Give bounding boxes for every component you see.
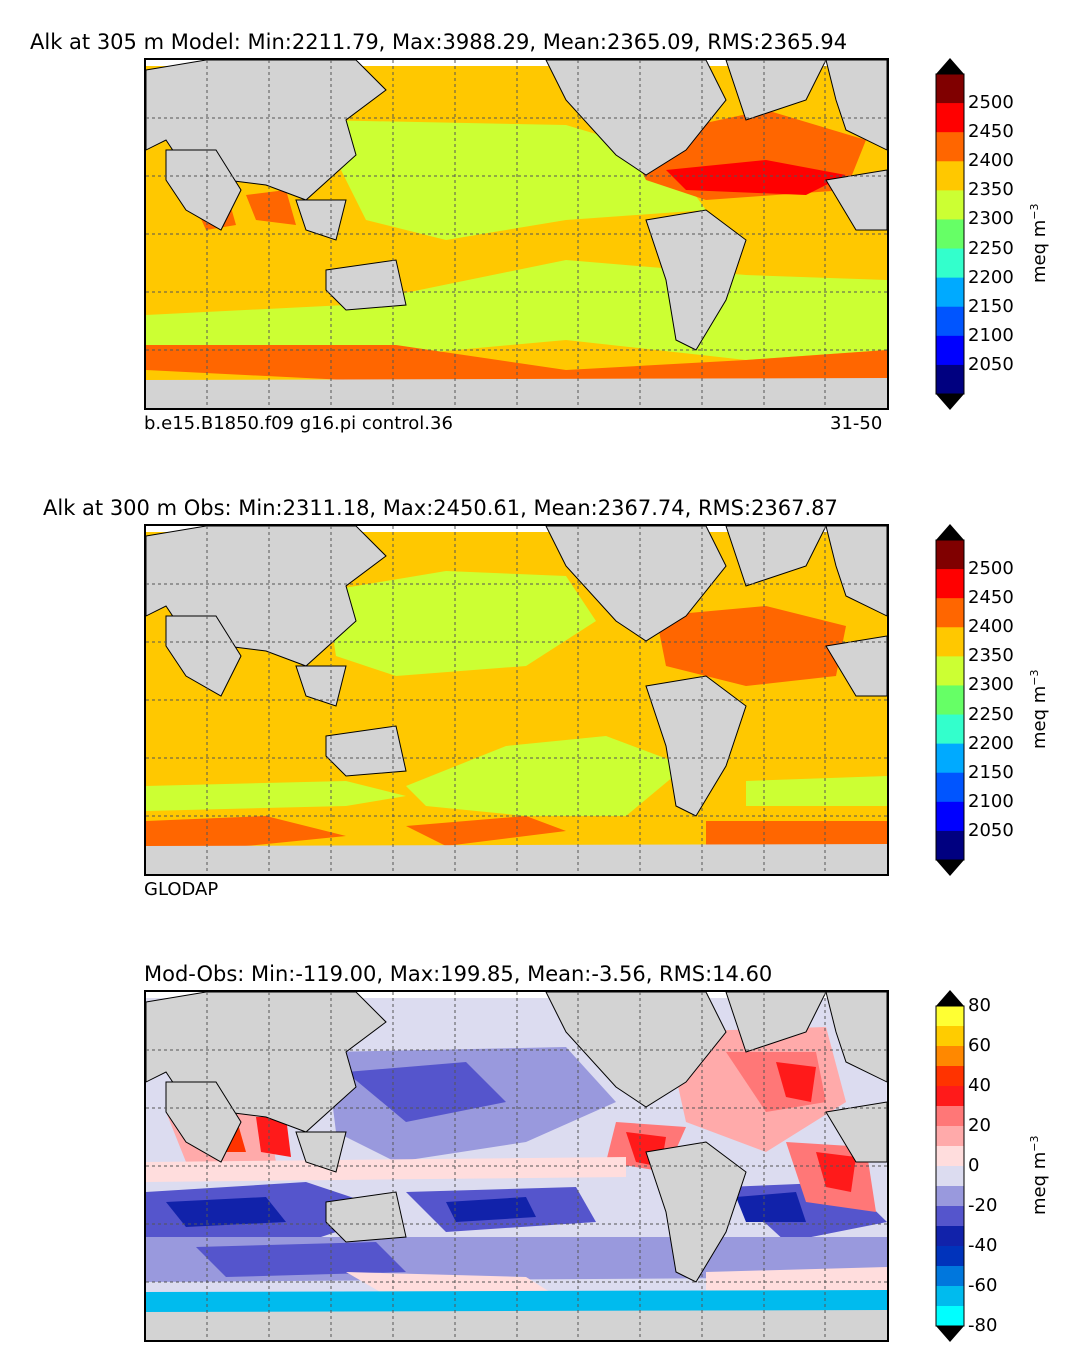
colorbar-tick-label: 2050 <box>968 819 1014 841</box>
colorbar-segment <box>936 1246 964 1267</box>
colorbar-tick-label: 2150 <box>968 761 1014 783</box>
colorbar-tick-label: 2500 <box>968 558 1014 580</box>
colorbar-segment <box>936 1206 964 1227</box>
colorbar-unit-label: meq m−3 <box>1028 203 1050 283</box>
colorbar-segment <box>936 306 964 337</box>
colorbar-tick-label: 2250 <box>968 703 1014 725</box>
colorbar-segment <box>936 1106 964 1127</box>
colorbar-tick-label: 2350 <box>968 179 1014 201</box>
colorbar-tick-label: 2400 <box>968 616 1014 638</box>
colorbar-segment <box>936 1146 964 1167</box>
colorbar-segment <box>936 219 964 250</box>
colorbar-segment <box>936 1226 964 1247</box>
colorbar-segment <box>936 1186 964 1207</box>
colorbar-segment <box>936 1026 964 1047</box>
diff-map-canvas <box>146 992 887 1340</box>
colorbar-segment <box>936 132 964 162</box>
obs-source-label: GLODAP <box>144 879 219 900</box>
colorbar-segment <box>936 364 964 395</box>
colorbar-segment <box>936 1266 964 1287</box>
colorbar-unit-label: meq m−3 <box>1028 1135 1050 1215</box>
colorbar-segment <box>936 598 964 628</box>
colorbar-tick-label: 2400 <box>968 150 1014 172</box>
diff-colorbar: 80 60 40 20 0 -20 -40 -60 -80 meq m−3 <box>930 990 1050 1342</box>
model-map <box>144 58 889 410</box>
diff-colorbar-svg <box>935 990 965 1342</box>
colorbar-tick-label: 2050 <box>968 353 1014 375</box>
obs-map-canvas <box>146 526 887 874</box>
colorbar-under-arrow <box>936 1326 964 1342</box>
colorbar-segment <box>936 103 964 133</box>
obs-panel-title: Alk at 300 m Obs: Min:2311.18, Max:2450.… <box>43 496 838 520</box>
obs-colorbar: 2500 2450 2400 2350 2300 2250 2200 2150 2100 2050… <box>930 524 1050 876</box>
colorbar-segment <box>936 190 964 220</box>
colorbar-tick-label: 2450 <box>968 121 1014 143</box>
obs-map <box>144 524 889 876</box>
model-panel-title: Alk at 305 m Model: Min:2211.79, Max:398… <box>30 30 848 54</box>
model-colorbar: 2500 2450 2400 2350 2300 2250 2200 2150 2100 2050… <box>930 58 1050 410</box>
colorbar-tick-label: -80 <box>968 1315 998 1336</box>
colorbar-tick-label: -40 <box>968 1235 998 1256</box>
colorbar-unit-label: meq m−3 <box>1028 669 1050 749</box>
colorbar-tick-label: 0 <box>968 1155 980 1176</box>
model-years-label: 31-50 <box>830 413 883 434</box>
colorbar-under-arrow <box>936 394 964 410</box>
colorbar-tick-label: 2300 <box>968 208 1014 230</box>
colorbar-tick-label: 80 <box>968 995 991 1016</box>
colorbar-tick-label: 2200 <box>968 266 1014 288</box>
colorbar-segment <box>936 1126 964 1147</box>
colorbar-tick-label: -60 <box>968 1275 998 1296</box>
colorbar-under-arrow <box>936 860 964 876</box>
colorbar-segment <box>936 335 964 366</box>
colorbar-tick-label: -20 <box>968 1195 998 1216</box>
obs-colorbar-svg <box>935 524 965 876</box>
colorbar-tick-label: 2250 <box>968 237 1014 259</box>
colorbar-tick-label: 2350 <box>968 645 1014 667</box>
colorbar-segment <box>936 1086 964 1107</box>
colorbar-segment <box>936 656 964 686</box>
colorbar-segment <box>936 772 964 803</box>
colorbar-segment <box>936 1306 964 1327</box>
colorbar-tick-label: 2100 <box>968 790 1014 812</box>
model-run-label: b.e15.B1850.f09 g16.pi control.36 <box>144 413 453 434</box>
colorbar-segment <box>936 540 964 570</box>
colorbar-segment <box>936 1046 964 1067</box>
colorbar-segment <box>936 627 964 657</box>
colorbar-segment <box>936 161 964 191</box>
model-colorbar-svg <box>935 58 965 410</box>
colorbar-over-arrow <box>936 524 964 540</box>
model-map-canvas <box>146 60 887 408</box>
colorbar-tick-label: 2100 <box>968 324 1014 346</box>
colorbar-segment <box>936 714 964 745</box>
colorbar-segment <box>936 1006 964 1027</box>
colorbar-segment <box>936 1066 964 1087</box>
colorbar-tick-label: 2300 <box>968 674 1014 696</box>
colorbar-segment <box>936 685 964 716</box>
colorbar-segment <box>936 743 964 774</box>
colorbar-tick-label: 2500 <box>968 92 1014 114</box>
colorbar-segment <box>936 1166 964 1187</box>
colorbar-over-arrow <box>936 58 964 74</box>
colorbar-segment <box>936 248 964 279</box>
colorbar-segment <box>936 569 964 599</box>
diff-map <box>144 990 889 1342</box>
colorbar-segment <box>936 1286 964 1307</box>
colorbar-segment <box>936 74 964 104</box>
colorbar-segment <box>936 277 964 308</box>
colorbar-segment <box>936 801 964 832</box>
diff-panel-title: Mod-Obs: Min:-119.00, Max:199.85, Mean:-… <box>144 962 773 986</box>
colorbar-over-arrow <box>936 990 964 1006</box>
colorbar-tick-label: 60 <box>968 1035 991 1056</box>
colorbar-segment <box>936 830 964 861</box>
colorbar-tick-label: 2150 <box>968 295 1014 317</box>
colorbar-tick-label: 40 <box>968 1075 991 1096</box>
colorbar-tick-label: 20 <box>968 1115 991 1136</box>
colorbar-tick-label: 2450 <box>968 587 1014 609</box>
colorbar-tick-label: 2200 <box>968 732 1014 754</box>
